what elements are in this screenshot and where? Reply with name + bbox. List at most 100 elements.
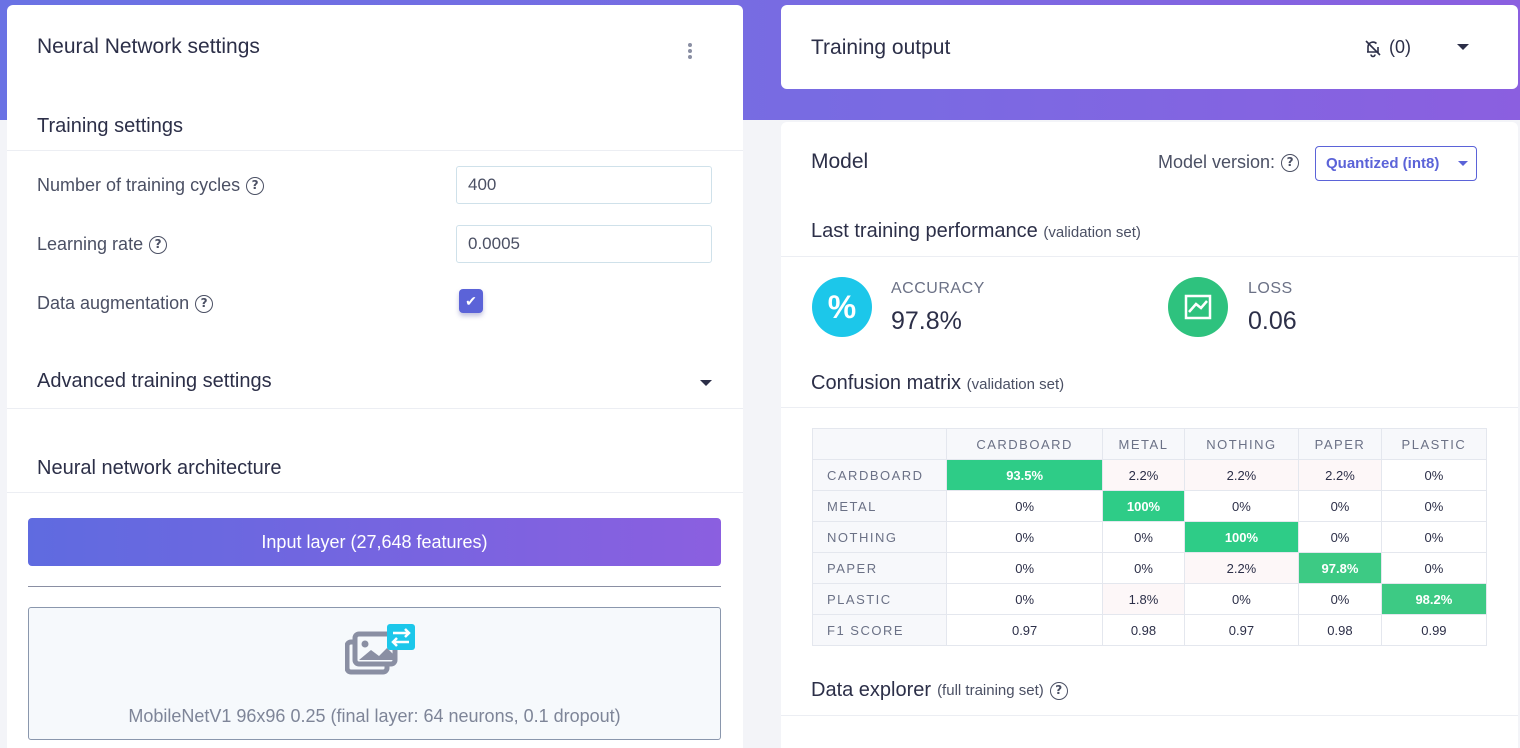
loss-label: LOSS: [1248, 280, 1293, 297]
cell: 0.97: [945, 614, 1104, 646]
cell: 1.8%: [1102, 583, 1185, 615]
learning-rate-label: Learning rate ?: [37, 234, 168, 255]
model-panel: Model Model version: ? Quantized (int8) …: [781, 122, 1518, 748]
table-row: PAPER 0% 0% 2.2% 97.8% 0%: [812, 552, 1488, 584]
accuracy-label: ACCURACY: [891, 280, 985, 297]
help-icon[interactable]: ?: [149, 235, 168, 254]
cell: 0%: [945, 490, 1104, 522]
chart-trend-icon: [1168, 277, 1228, 337]
cell: 2.2%: [1298, 459, 1382, 491]
bell-off-icon: [1365, 39, 1381, 57]
confusion-heading: Confusion matrix (validation set): [811, 372, 1064, 395]
learning-rate-text: Learning rate: [37, 234, 144, 254]
chevron-down-icon: [1458, 161, 1468, 166]
cell: 0%: [945, 521, 1104, 553]
cell: 0%: [945, 583, 1104, 615]
divider: [781, 256, 1518, 257]
percent-icon: %: [812, 277, 872, 337]
row-header: F1 SCORE: [812, 614, 947, 646]
cell: 98.2%: [1380, 583, 1488, 615]
col-header: CARDBOARD: [945, 428, 1104, 460]
loss-value: 0.06: [1248, 307, 1297, 335]
table-row: NOTHING 0% 0% 100% 0% 0%: [812, 521, 1488, 553]
nn-settings-panel: Neural Network settings Training setting…: [7, 5, 743, 748]
row-header: CARDBOARD: [812, 459, 947, 491]
col-header: PLASTIC: [1380, 428, 1488, 460]
cell: 0%: [1298, 490, 1382, 522]
data-explorer-title: Data explorer: [811, 679, 932, 701]
data-augmentation-text: Data augmentation: [37, 293, 190, 313]
performance-heading: Last training performance (validation se…: [811, 220, 1141, 243]
notification-count: (0): [1389, 37, 1411, 57]
cell: 100%: [1102, 490, 1185, 522]
more-options-icon[interactable]: [687, 43, 693, 61]
help-icon[interactable]: ?: [1049, 681, 1068, 700]
architecture-heading: Neural network architecture: [37, 457, 282, 479]
advanced-settings-heading[interactable]: Advanced training settings: [37, 370, 272, 392]
cell: 0%: [1183, 490, 1300, 522]
corner-cell: [812, 428, 947, 460]
cell: 0%: [1380, 490, 1488, 522]
cell: 0%: [1298, 521, 1382, 553]
model-description: MobileNetV1 96x96 0.25 (final layer: 64 …: [128, 706, 621, 726]
chevron-down-icon[interactable]: [1457, 44, 1469, 50]
model-version-select[interactable]: Quantized (int8): [1315, 146, 1477, 181]
table-row: METAL 0% 100% 0% 0% 0%: [812, 490, 1488, 522]
cell: 0%: [1380, 459, 1488, 491]
accuracy-value: 97.8%: [891, 307, 962, 335]
data-augmentation-checkbox[interactable]: ✔: [459, 289, 483, 313]
data-explorer-heading: Data explorer (full training set) ?: [811, 679, 1068, 702]
divider: [7, 408, 743, 409]
cell: 0%: [1380, 521, 1488, 553]
confusion-subtitle: (validation set): [966, 376, 1065, 393]
row-header: PAPER: [812, 552, 947, 584]
model-title: Model: [811, 150, 869, 173]
training-output-title: Training output: [811, 36, 951, 59]
cell: 100%: [1183, 521, 1300, 553]
cell: 0%: [1380, 552, 1488, 584]
data-augmentation-label: Data augmentation ?: [37, 293, 214, 314]
notifications-button[interactable]: (0): [1363, 37, 1411, 58]
cell: 97.8%: [1298, 552, 1382, 584]
model-version-value: Quantized (int8): [1326, 155, 1440, 172]
col-header: METAL: [1102, 428, 1185, 460]
training-cycles-input[interactable]: [456, 166, 712, 204]
training-settings-heading: Training settings: [37, 115, 183, 137]
col-header: NOTHING: [1183, 428, 1300, 460]
help-icon[interactable]: ?: [1281, 153, 1300, 172]
panel-title: Neural Network settings: [37, 35, 260, 58]
training-cycles-text: Number of training cycles: [37, 175, 241, 195]
divider: [781, 407, 1518, 408]
cell: 0%: [1102, 552, 1185, 584]
cell: 0%: [1102, 521, 1185, 553]
row-header: METAL: [812, 490, 947, 522]
confusion-title: Confusion matrix: [811, 372, 962, 394]
cell: 2.2%: [1183, 552, 1300, 584]
cell: 0%: [1298, 583, 1382, 615]
row-header: NOTHING: [812, 521, 947, 553]
data-explorer-subtitle: (full training set): [937, 682, 1044, 699]
cell: 0%: [1183, 583, 1300, 615]
learning-rate-input[interactable]: [456, 225, 712, 263]
help-icon[interactable]: ?: [195, 294, 214, 313]
training-cycles-label: Number of training cycles ?: [37, 175, 265, 196]
input-layer-button[interactable]: Input layer (27,648 features): [28, 518, 721, 566]
cell: 0.99: [1380, 614, 1488, 646]
table-row: F1 SCORE 0.97 0.98 0.97 0.98 0.99: [812, 614, 1488, 646]
cell: 0.98: [1298, 614, 1382, 646]
cell: 2.2%: [1183, 459, 1300, 491]
model-version-text: Model version:: [1158, 152, 1276, 172]
performance-title: Last training performance: [811, 220, 1038, 242]
help-icon[interactable]: ?: [246, 176, 265, 195]
model-block[interactable]: MobileNetV1 96x96 0.25 (final layer: 64 …: [28, 607, 721, 740]
chevron-down-icon[interactable]: [700, 380, 712, 386]
model-version-label: Model version: ?: [1158, 152, 1300, 173]
table-row: CARDBOARD 93.5% 2.2% 2.2% 2.2% 0%: [812, 459, 1488, 491]
training-output-panel: Training output (0): [781, 5, 1518, 89]
cell: 0.98: [1102, 614, 1185, 646]
cell: 2.2%: [1102, 459, 1185, 491]
col-header: PAPER: [1298, 428, 1382, 460]
divider: [781, 715, 1518, 716]
cell: 0%: [945, 552, 1104, 584]
table-row: PLASTIC 0% 1.8% 0% 0% 98.2%: [812, 583, 1488, 615]
